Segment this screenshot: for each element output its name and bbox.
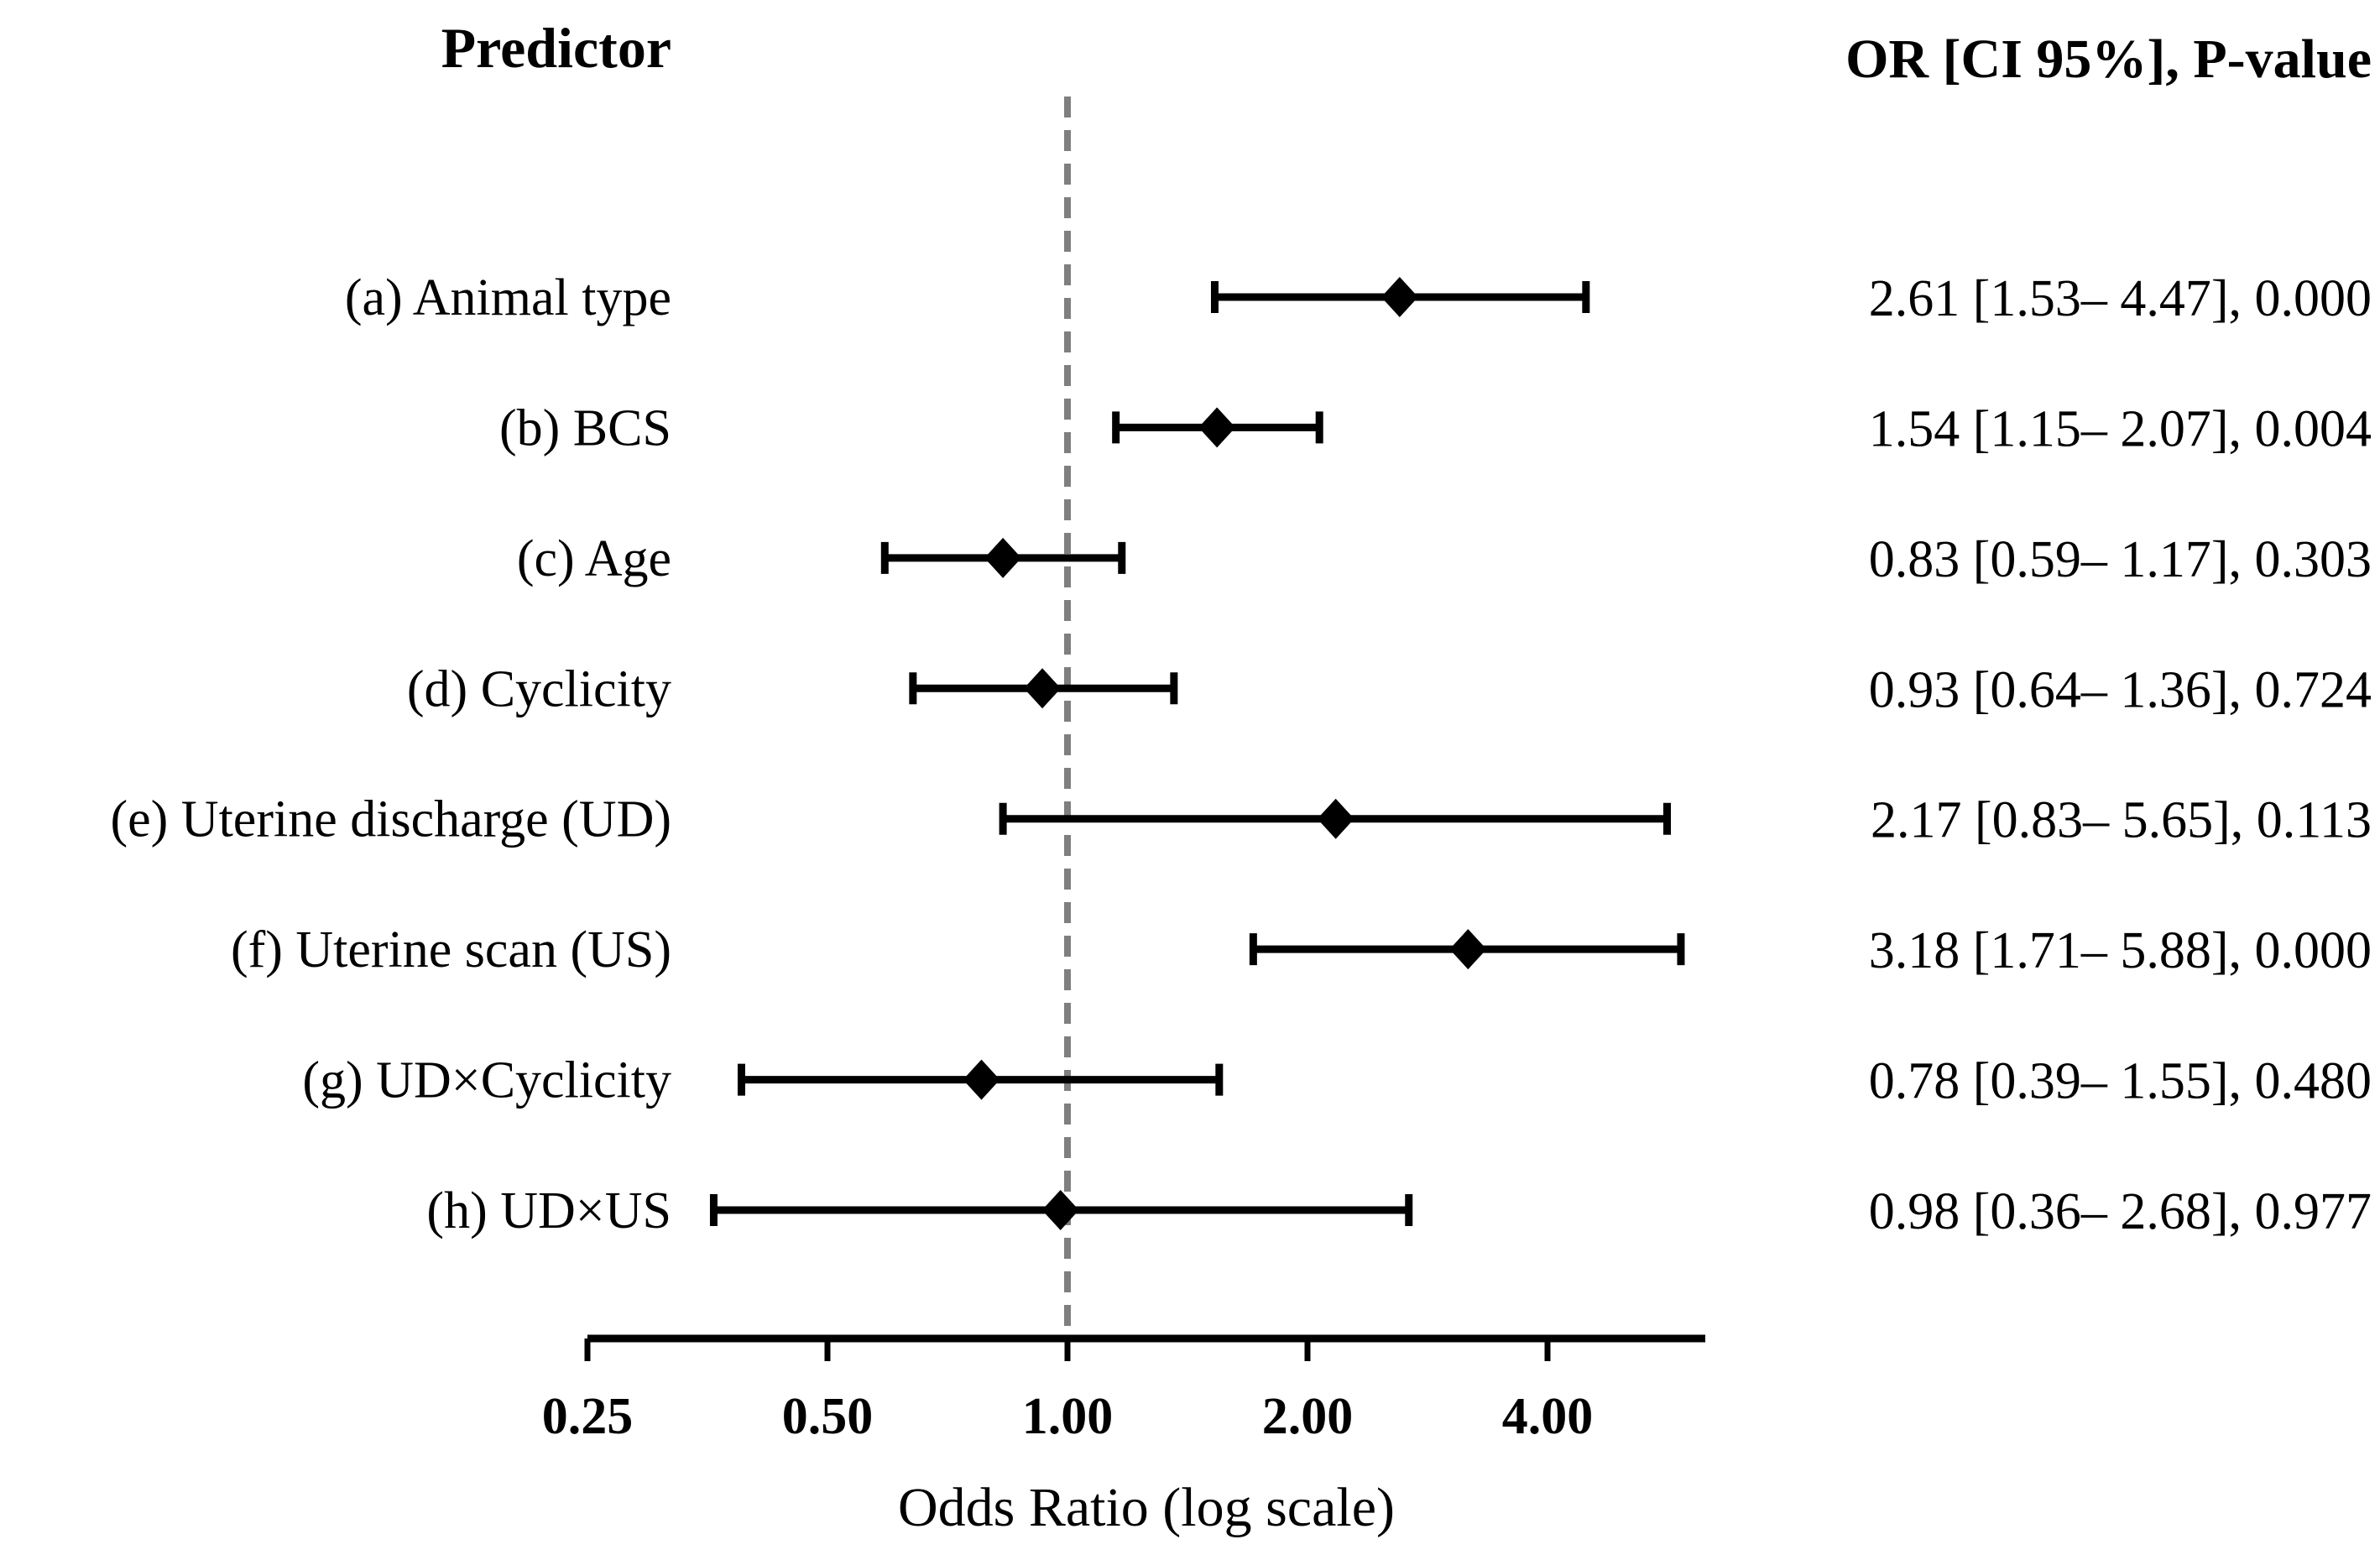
or-diamond-marker	[1449, 929, 1487, 970]
forest-row: (d) Cyclicity 0.93 [0.64– 1.36], 0.724	[407, 660, 2372, 718]
x-axis-tick-label: 4.00	[1502, 1388, 1594, 1445]
forest-row: (h) UD×US 0.98 [0.36– 2.68], 0.977	[426, 1182, 2372, 1240]
x-axis: 0.25 0.50 1.00 2.00 4.00	[542, 1334, 1705, 1445]
forest-row: (f) Uterine scan (US) 3.18 [1.71– 5.88], …	[231, 921, 2372, 979]
forest-row: (e) Uterine discharge (UD) 2.17 [0.83– 5.…	[111, 791, 2372, 849]
x-axis-tick-label: 2.00	[1262, 1388, 1354, 1445]
or-diamond-marker	[1024, 668, 1062, 709]
or-ci-pvalue-text: 3.18 [1.71– 5.88], 0.000	[1869, 922, 2372, 979]
x-axis-tick-label: 0.25	[542, 1388, 634, 1445]
or-ci-pvalue-text: 0.78 [0.39– 1.55], 0.480	[1869, 1053, 2372, 1110]
predictor-label: (h) UD×US	[426, 1182, 671, 1239]
or-ci-pvalue-text: 0.93 [0.64– 1.36], 0.724	[1869, 661, 2372, 718]
predictor-label: (a) Animal type	[345, 269, 671, 326]
or-ci-pvalue-text: 0.98 [0.36– 2.68], 0.977	[1869, 1183, 2372, 1240]
forest-row: (b) BCS 1.54 [1.15– 2.07], 0.004	[499, 399, 2372, 457]
or-ci-pvalue-column-header: OR [CI 95%], P-value	[1845, 29, 2372, 90]
x-axis-title: Odds Ratio (log scale)	[898, 1477, 1395, 1538]
forest-row: (c) Age 0.83 [0.59– 1.17], 0.303	[517, 530, 2372, 588]
or-ci-pvalue-text: 1.54 [1.15– 2.07], 0.004	[1869, 400, 2372, 457]
x-axis-tick-label: 1.00	[1022, 1388, 1114, 1445]
predictor-label: (c) Age	[517, 530, 671, 587]
or-diamond-marker	[1198, 407, 1236, 448]
predictor-label: (f) Uterine scan (US)	[231, 921, 671, 978]
forest-row: (a) Animal type 2.61 [1.53– 4.47], 0.000	[345, 269, 2372, 327]
or-diamond-marker	[963, 1059, 1000, 1100]
or-ci-pvalue-text: 0.83 [0.59– 1.17], 0.303	[1869, 531, 2372, 588]
or-diamond-marker	[984, 537, 1022, 578]
predictor-label: (d) Cyclicity	[407, 660, 671, 717]
forest-row: (g) UD×Cyclicity 0.78 [0.39– 1.55], 0.480	[302, 1052, 2372, 1110]
or-ci-pvalue-text: 2.17 [0.83– 5.65], 0.113	[1871, 792, 2372, 849]
or-diamond-marker	[1317, 798, 1354, 839]
or-diamond-marker	[1381, 277, 1418, 317]
rows-layer: (a) Animal type 2.61 [1.53– 4.47], 0.000(…	[111, 269, 2372, 1240]
x-axis-tick-label: 0.50	[782, 1388, 874, 1445]
predictor-column-header: Predictor	[441, 16, 671, 80]
or-diamond-marker	[1041, 1190, 1079, 1231]
predictor-label: (g) UD×Cyclicity	[302, 1052, 671, 1109]
predictor-label: (e) Uterine discharge (UD)	[111, 791, 672, 848]
predictor-label: (b) BCS	[499, 399, 671, 457]
or-ci-pvalue-text: 2.61 [1.53– 4.47], 0.000	[1869, 270, 2372, 327]
